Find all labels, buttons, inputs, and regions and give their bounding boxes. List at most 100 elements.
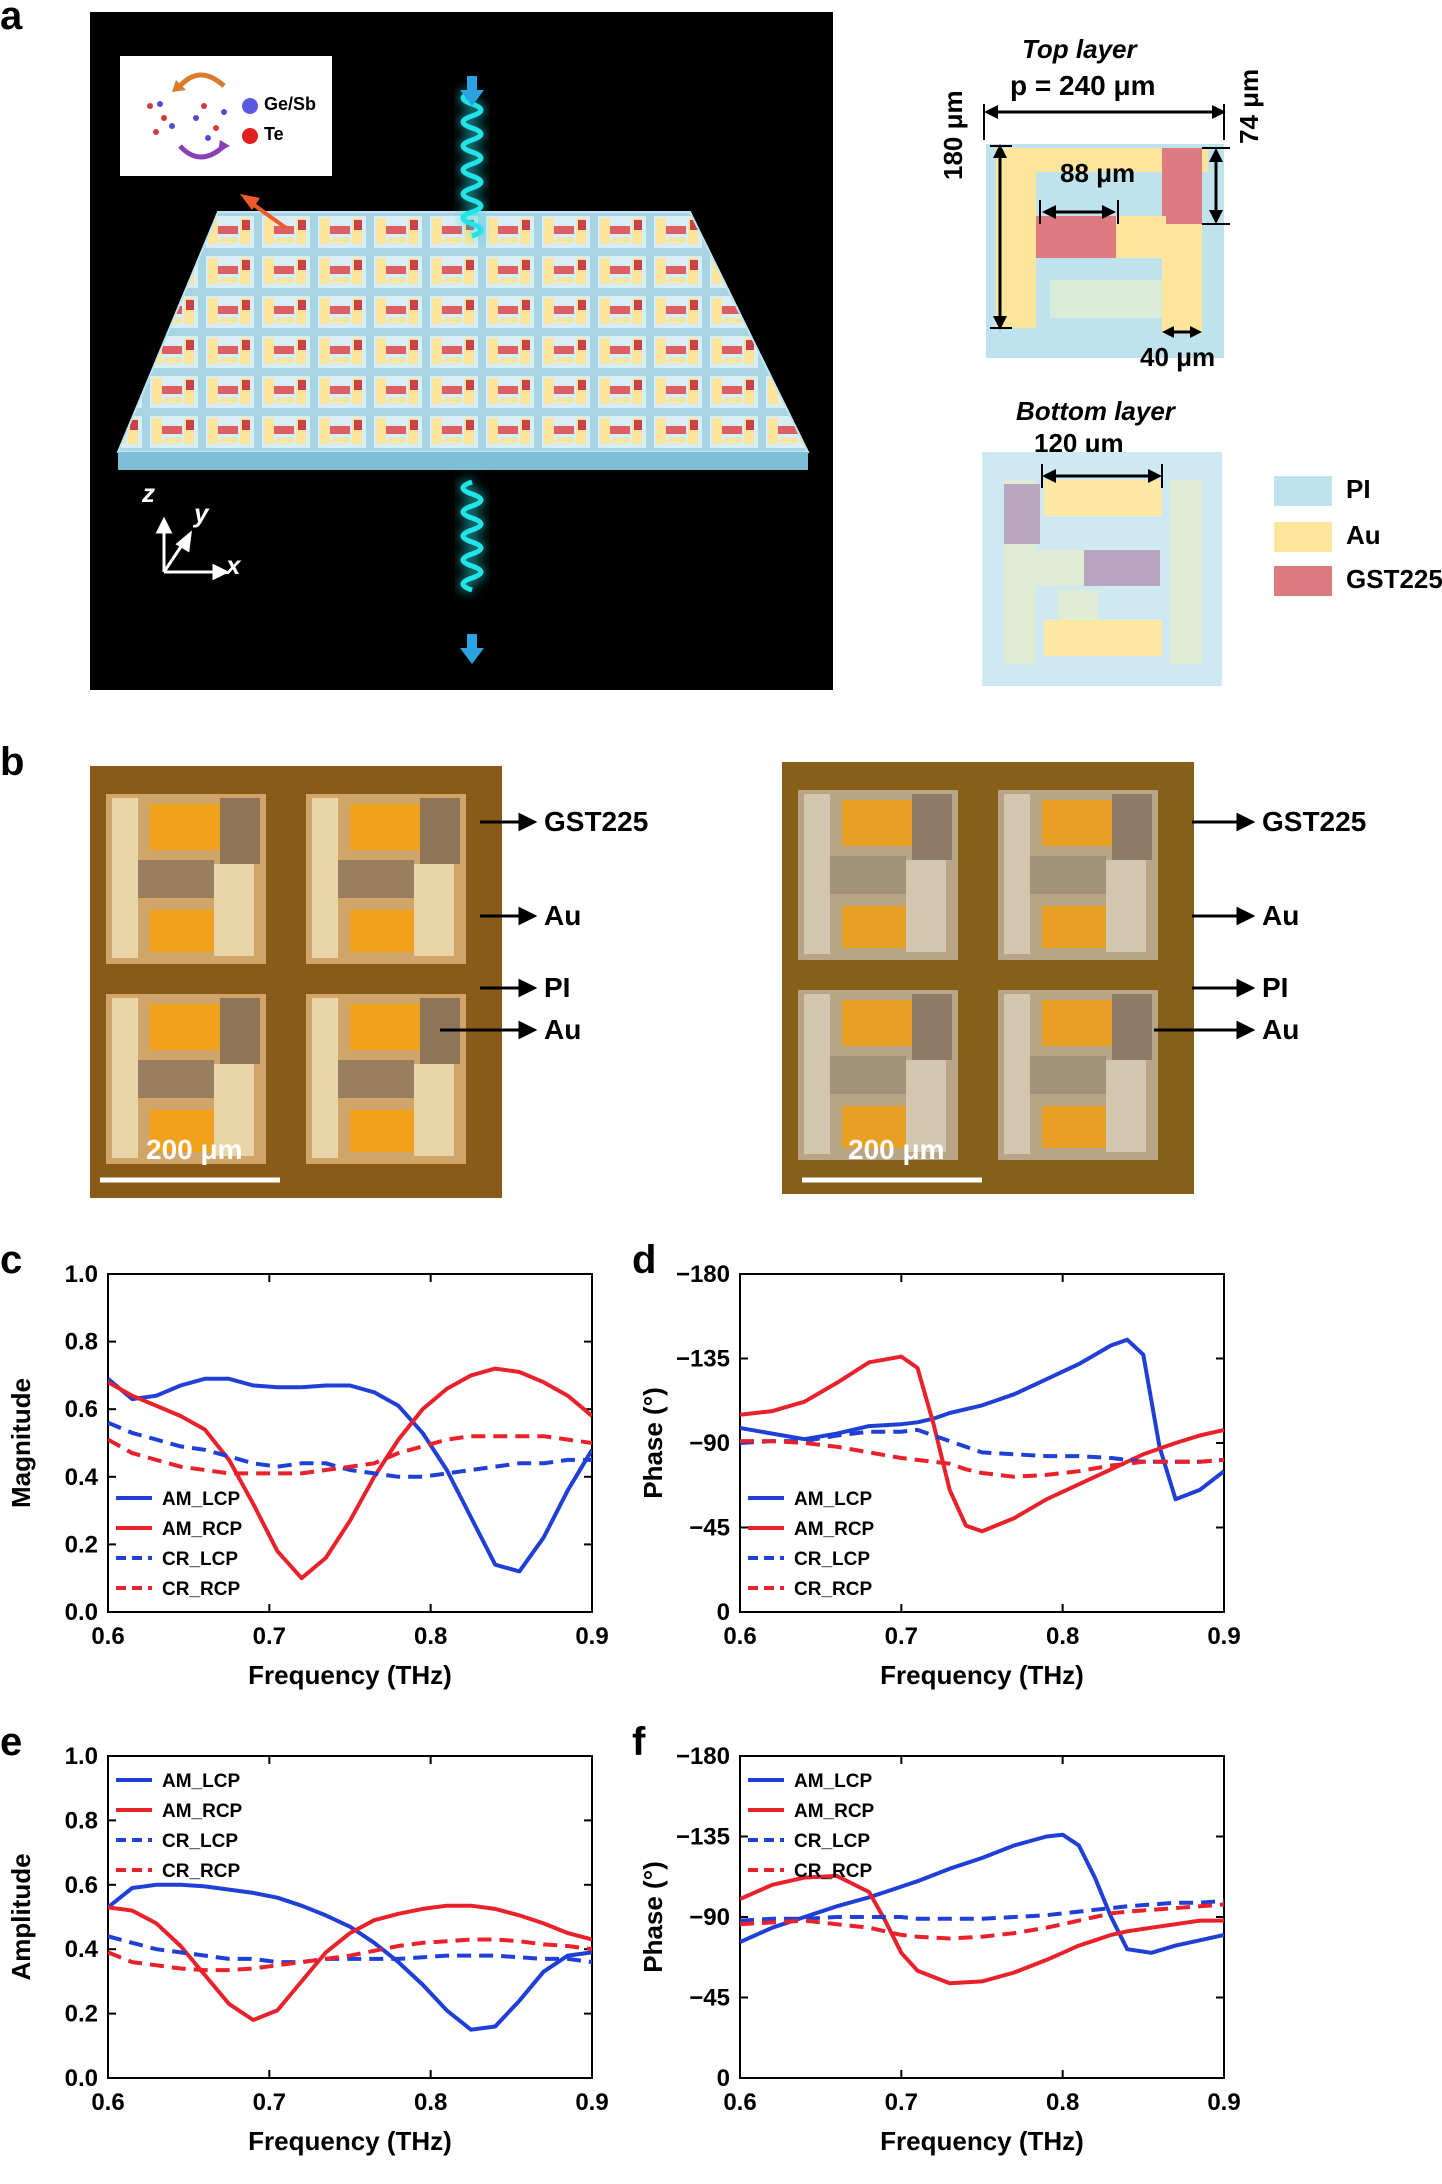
bottom-layer-unit-cell — [982, 452, 1222, 686]
y-tick-label: 0.4 — [65, 1464, 99, 1491]
x-tick-label: 0.8 — [1046, 2089, 1079, 2116]
top-layer-width-label: 40 μm — [1140, 342, 1216, 372]
x-tick-label: 0.6 — [91, 2089, 124, 2116]
legend-label: CR_LCP — [162, 1549, 238, 1570]
chart-c-magnitude: 0.6 0.7 0.8 0.9 0.0 0.2 0.4 0.6 0.8 1.0 Frequency … — [6, 1261, 609, 1690]
y-tick-label: 0.2 — [65, 1531, 98, 1558]
te-atom-icon — [242, 128, 258, 144]
metasurface-schematic: z y x Ge/Sb Te — [90, 12, 833, 690]
inset-pointer-arrow-icon — [240, 194, 288, 230]
axis-y-label: y — [194, 498, 209, 528]
legend-label: CR_RCP — [162, 1861, 240, 1882]
legend-label: AM_LCP — [794, 1771, 872, 1792]
micro-label-pi-left: PI — [544, 972, 571, 1003]
legend-label: CR_LCP — [162, 1831, 238, 1852]
inset-label-gesb: Ge/Sb — [264, 94, 317, 114]
y-tick-label: −180 — [676, 1261, 730, 1288]
legend-swatch-au — [1274, 522, 1332, 552]
panel-label-c: c — [0, 1238, 23, 1282]
top-layer-period: p = 240 μm — [1010, 70, 1156, 101]
y-tick-label: 0.6 — [65, 1396, 98, 1423]
x-axis-label: Frequency (THz) — [880, 2126, 1084, 2156]
micro-label-au2-left: Au — [544, 1014, 582, 1045]
series-line-cr-rcp — [740, 1902, 1224, 1941]
legend-label: CR_RCP — [794, 1861, 872, 1882]
y-tick-label: 0.0 — [65, 1599, 98, 1626]
transmitted-arrow-icon — [460, 634, 484, 664]
legend-label: CR_RCP — [794, 1579, 872, 1600]
x-tick-label: 0.9 — [1207, 1623, 1240, 1650]
x-tick-label: 0.7 — [253, 1623, 286, 1650]
chart-d-phase: 0.6 0.7 0.8 0.9 0 −45 −90 −135 −180 Frequency (TH… — [638, 1261, 1241, 1690]
y-tick-label: 0.2 — [65, 2001, 98, 2028]
legend-label: AM_LCP — [794, 1489, 872, 1510]
y-axis-label: Amplitude — [6, 1853, 36, 1980]
series-line-am-rcp — [108, 1366, 592, 1581]
legend-label: AM_RCP — [162, 1801, 243, 1822]
legend-label: CR_LCP — [794, 1831, 870, 1852]
y-tick-label: −135 — [676, 1346, 730, 1373]
y-tick-label: 1.0 — [65, 1743, 98, 1770]
micro-label-au-right: Au — [1262, 900, 1300, 931]
series-line-am-rcp — [740, 1354, 1224, 1534]
y-tick-label: 0.8 — [65, 1807, 98, 1834]
top-layer-title: Top layer — [1022, 34, 1137, 64]
y-tick-label: −135 — [676, 1824, 730, 1851]
axis-z-label: z — [142, 478, 155, 508]
micro-cell — [106, 794, 266, 964]
lattice-icon — [147, 72, 258, 160]
series-line-am-rcp — [108, 1903, 592, 2022]
x-tick-label: 0.9 — [1207, 2089, 1240, 2116]
series-line-cr-rcp — [740, 1439, 1224, 1479]
micro-label-au2-right: Au — [1262, 1014, 1300, 1045]
x-tick-label: 0.7 — [885, 2089, 918, 2116]
transmitted-wave — [460, 479, 484, 593]
legend-label: CR_RCP — [162, 1579, 240, 1600]
series-line-cr-lcp — [108, 1420, 592, 1479]
y-tick-label: −90 — [689, 1430, 730, 1457]
panel-label-d: d — [632, 1238, 657, 1282]
legend-label: AM_RCP — [162, 1519, 243, 1540]
legend-swatch-pi — [1274, 476, 1332, 506]
x-axis-label: Frequency (THz) — [248, 2126, 452, 2156]
y-tick-label: −90 — [689, 1904, 730, 1931]
scale-bar-label-right: 200 μm — [848, 1134, 945, 1165]
x-tick-label: 0.8 — [414, 1623, 447, 1650]
series-line-am-lcp — [740, 1337, 1224, 1502]
series-line-am-lcp — [108, 1376, 592, 1574]
x-axis-label: Frequency (THz) — [880, 1660, 1084, 1690]
x-tick-label: 0.6 — [723, 1623, 756, 1650]
series-line-cr-lcp — [108, 1934, 592, 1965]
panel-label-e: e — [0, 1720, 23, 1764]
y-tick-label: 0 — [717, 2065, 730, 2092]
axis-x-label: x — [226, 550, 241, 580]
legend-label-gst225: GST225 — [1346, 564, 1442, 594]
legend-label: CR_LCP — [794, 1549, 870, 1570]
chart-e-amplitude: 0.6 0.7 0.8 0.9 0.0 0.2 0.4 0.6 0.8 1.0 Frequency … — [6, 1743, 609, 2156]
inset-label-te: Te — [264, 124, 284, 144]
legend-label-au: Au — [1346, 520, 1381, 550]
panel-label-b: b — [0, 740, 25, 784]
series-line-cr-rcp — [108, 1434, 592, 1476]
micrograph-crystalline — [782, 762, 1194, 1194]
legend-label-pi: PI — [1346, 474, 1371, 504]
y-axis-label: Phase (°) — [638, 1387, 668, 1499]
y-tick-label: 0.8 — [65, 1329, 98, 1356]
y-tick-label: 0.4 — [65, 1936, 99, 1963]
bottom-layer-title: Bottom layer — [1016, 396, 1175, 426]
legend-label: AM_RCP — [794, 1519, 875, 1540]
x-tick-label: 0.6 — [723, 2089, 756, 2116]
y-tick-label: 0 — [717, 1599, 730, 1626]
slab-edge — [118, 452, 808, 470]
x-tick-label: 0.8 — [1046, 1623, 1079, 1650]
legend-swatch-gst225 — [1274, 566, 1332, 596]
micrograph-amorphous — [90, 766, 502, 1198]
chart-f-phase: 0.6 0.7 0.8 0.9 0 −45 −90 −135 −180 Frequency (TH… — [638, 1743, 1241, 2156]
incident-arrow-icon — [460, 76, 484, 106]
micro-label-au-left: Au — [544, 900, 582, 931]
micro-label-gst225-left: GST225 — [544, 806, 649, 837]
top-layer-unit-cell — [983, 104, 1230, 358]
micro-label-gst225-right: GST225 — [1262, 806, 1367, 837]
schematic-drawing — [116, 76, 810, 664]
series-line-cr-rcp — [108, 1937, 592, 1973]
